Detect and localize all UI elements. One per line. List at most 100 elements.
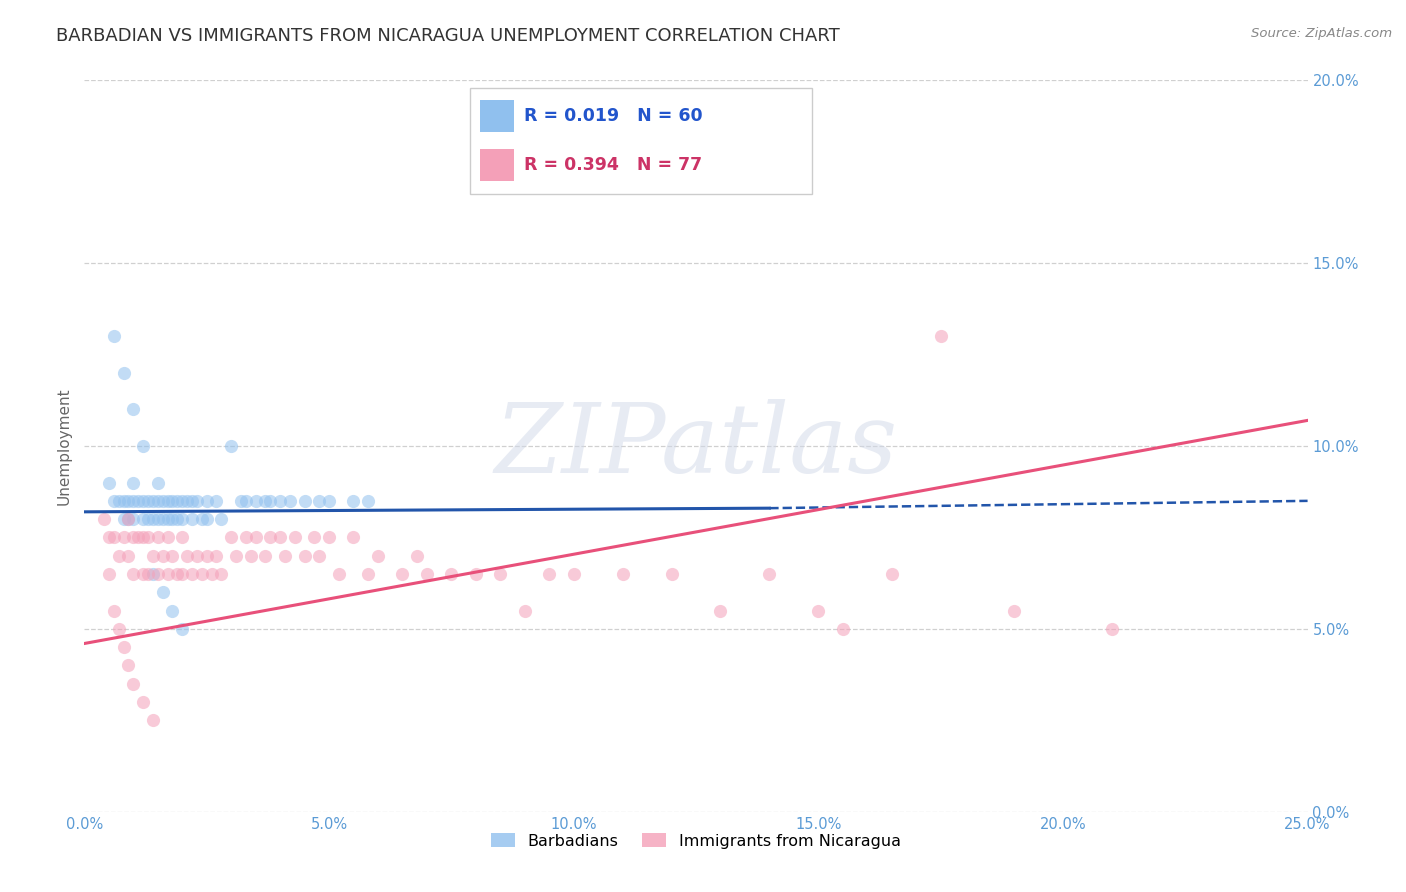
Point xyxy=(235,530,257,544)
Point xyxy=(929,329,952,343)
Text: BARBADIAN VS IMMIGRANTS FROM NICARAGUA UNEMPLOYMENT CORRELATION CHART: BARBADIAN VS IMMIGRANTS FROM NICARAGUA U… xyxy=(56,27,839,45)
Point xyxy=(162,494,184,508)
Point xyxy=(146,530,169,544)
Point xyxy=(172,622,194,636)
Point xyxy=(1101,622,1123,636)
Point xyxy=(132,512,155,526)
Point xyxy=(391,567,413,582)
Point xyxy=(807,603,830,617)
Point xyxy=(146,494,169,508)
Point xyxy=(156,530,179,544)
Point xyxy=(166,494,188,508)
Point xyxy=(195,494,218,508)
Point xyxy=(136,530,159,544)
Point xyxy=(156,512,179,526)
Point xyxy=(162,549,184,563)
Point xyxy=(117,494,139,508)
Point xyxy=(191,512,214,526)
Point xyxy=(122,494,145,508)
Point xyxy=(156,494,179,508)
Point xyxy=(146,512,169,526)
Point xyxy=(172,567,194,582)
Point xyxy=(142,549,165,563)
Point xyxy=(181,567,204,582)
Point xyxy=(112,494,135,508)
Point xyxy=(1002,603,1025,617)
Point xyxy=(107,494,129,508)
Point xyxy=(142,714,165,728)
Point xyxy=(103,530,125,544)
Point xyxy=(127,494,149,508)
Point xyxy=(229,494,252,508)
Point xyxy=(142,512,165,526)
Point xyxy=(195,549,218,563)
Point xyxy=(136,494,159,508)
Point xyxy=(112,366,135,380)
Point xyxy=(117,658,139,673)
Point xyxy=(367,549,389,563)
Point xyxy=(464,567,486,582)
Point xyxy=(195,512,218,526)
Point xyxy=(406,549,429,563)
Point xyxy=(181,512,204,526)
Point xyxy=(357,567,380,582)
Point xyxy=(162,603,184,617)
Point xyxy=(294,549,316,563)
Point xyxy=(132,494,155,508)
Point xyxy=(209,567,232,582)
Text: Source: ZipAtlas.com: Source: ZipAtlas.com xyxy=(1251,27,1392,40)
Point xyxy=(162,512,184,526)
Point xyxy=(308,549,330,563)
Point xyxy=(328,567,350,582)
Point xyxy=(181,494,204,508)
Point xyxy=(269,530,291,544)
Point xyxy=(132,567,155,582)
Point xyxy=(304,530,326,544)
Point xyxy=(176,494,198,508)
Point xyxy=(152,585,174,599)
Point xyxy=(186,494,208,508)
Point xyxy=(176,549,198,563)
Point xyxy=(239,549,262,563)
Point xyxy=(308,494,330,508)
Point xyxy=(357,494,380,508)
Point xyxy=(146,475,169,490)
Point xyxy=(146,567,169,582)
Point xyxy=(156,567,179,582)
Point xyxy=(209,512,232,526)
Point xyxy=(538,567,561,582)
Point xyxy=(831,622,853,636)
Point xyxy=(225,549,247,563)
Point xyxy=(136,512,159,526)
Point xyxy=(117,512,139,526)
Point xyxy=(205,549,228,563)
Point xyxy=(117,549,139,563)
Point xyxy=(562,567,585,582)
Point xyxy=(440,567,463,582)
Point xyxy=(235,494,257,508)
Point xyxy=(278,494,301,508)
Point xyxy=(142,494,165,508)
Point xyxy=(122,567,145,582)
Point xyxy=(259,530,281,544)
Point xyxy=(132,695,155,709)
Point xyxy=(245,530,267,544)
Point xyxy=(318,494,340,508)
Point xyxy=(122,676,145,690)
Point xyxy=(152,494,174,508)
Y-axis label: Unemployment: Unemployment xyxy=(56,387,72,505)
Point xyxy=(513,603,536,617)
Point xyxy=(112,512,135,526)
Point xyxy=(152,549,174,563)
Point xyxy=(93,512,115,526)
Point xyxy=(172,512,194,526)
Point xyxy=(191,567,214,582)
Point xyxy=(136,567,159,582)
Point xyxy=(132,530,155,544)
Point xyxy=(880,567,903,582)
Point xyxy=(142,567,165,582)
Point xyxy=(200,567,222,582)
Point xyxy=(152,512,174,526)
Point xyxy=(117,512,139,526)
Point xyxy=(342,530,364,544)
